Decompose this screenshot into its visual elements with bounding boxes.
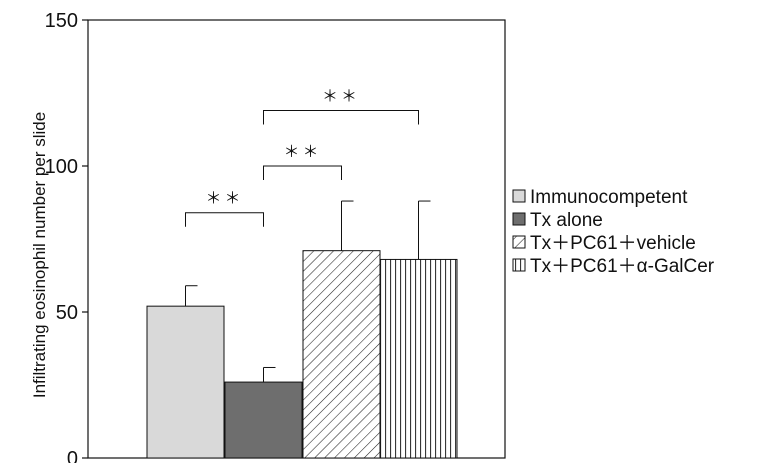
significance-bracket [263,165,342,180]
error-bars [185,200,431,383]
legend-swatch [512,212,526,226]
legend-swatch [512,258,526,272]
bar-3 [302,250,381,459]
legend-label: Immunocompetent [530,187,688,208]
legend-label: Tx＋PC61＋vehicle [530,233,696,254]
significance-label: ＊＊ [205,189,243,208]
y-tick-label: 0 [67,448,78,463]
legend-label: Tx alone [530,210,603,231]
y-axis-label: Infiltrating eosinophil number per slide [30,112,49,398]
significance-bracket [263,110,419,125]
significance-bracket [185,212,264,227]
y-tick-label: 100 [45,156,78,178]
significance-label: ＊＊ [322,87,360,106]
bars [146,250,458,459]
legend-label: Tx＋PC61＋α-GalCer [530,256,715,277]
bar-1 [146,305,225,459]
bar-2 [224,381,303,459]
significance-brackets: ＊＊ ＊＊ ＊＊ [185,87,419,227]
y-tick-label: 50 [56,302,78,324]
significance-label: ＊＊ [283,142,321,161]
legend-swatch [512,235,526,249]
legend-swatch [512,189,526,203]
bar-4 [379,258,458,459]
y-axis-ticks: 0 50 100 150 [45,10,88,463]
y-tick-label: 150 [45,10,78,32]
